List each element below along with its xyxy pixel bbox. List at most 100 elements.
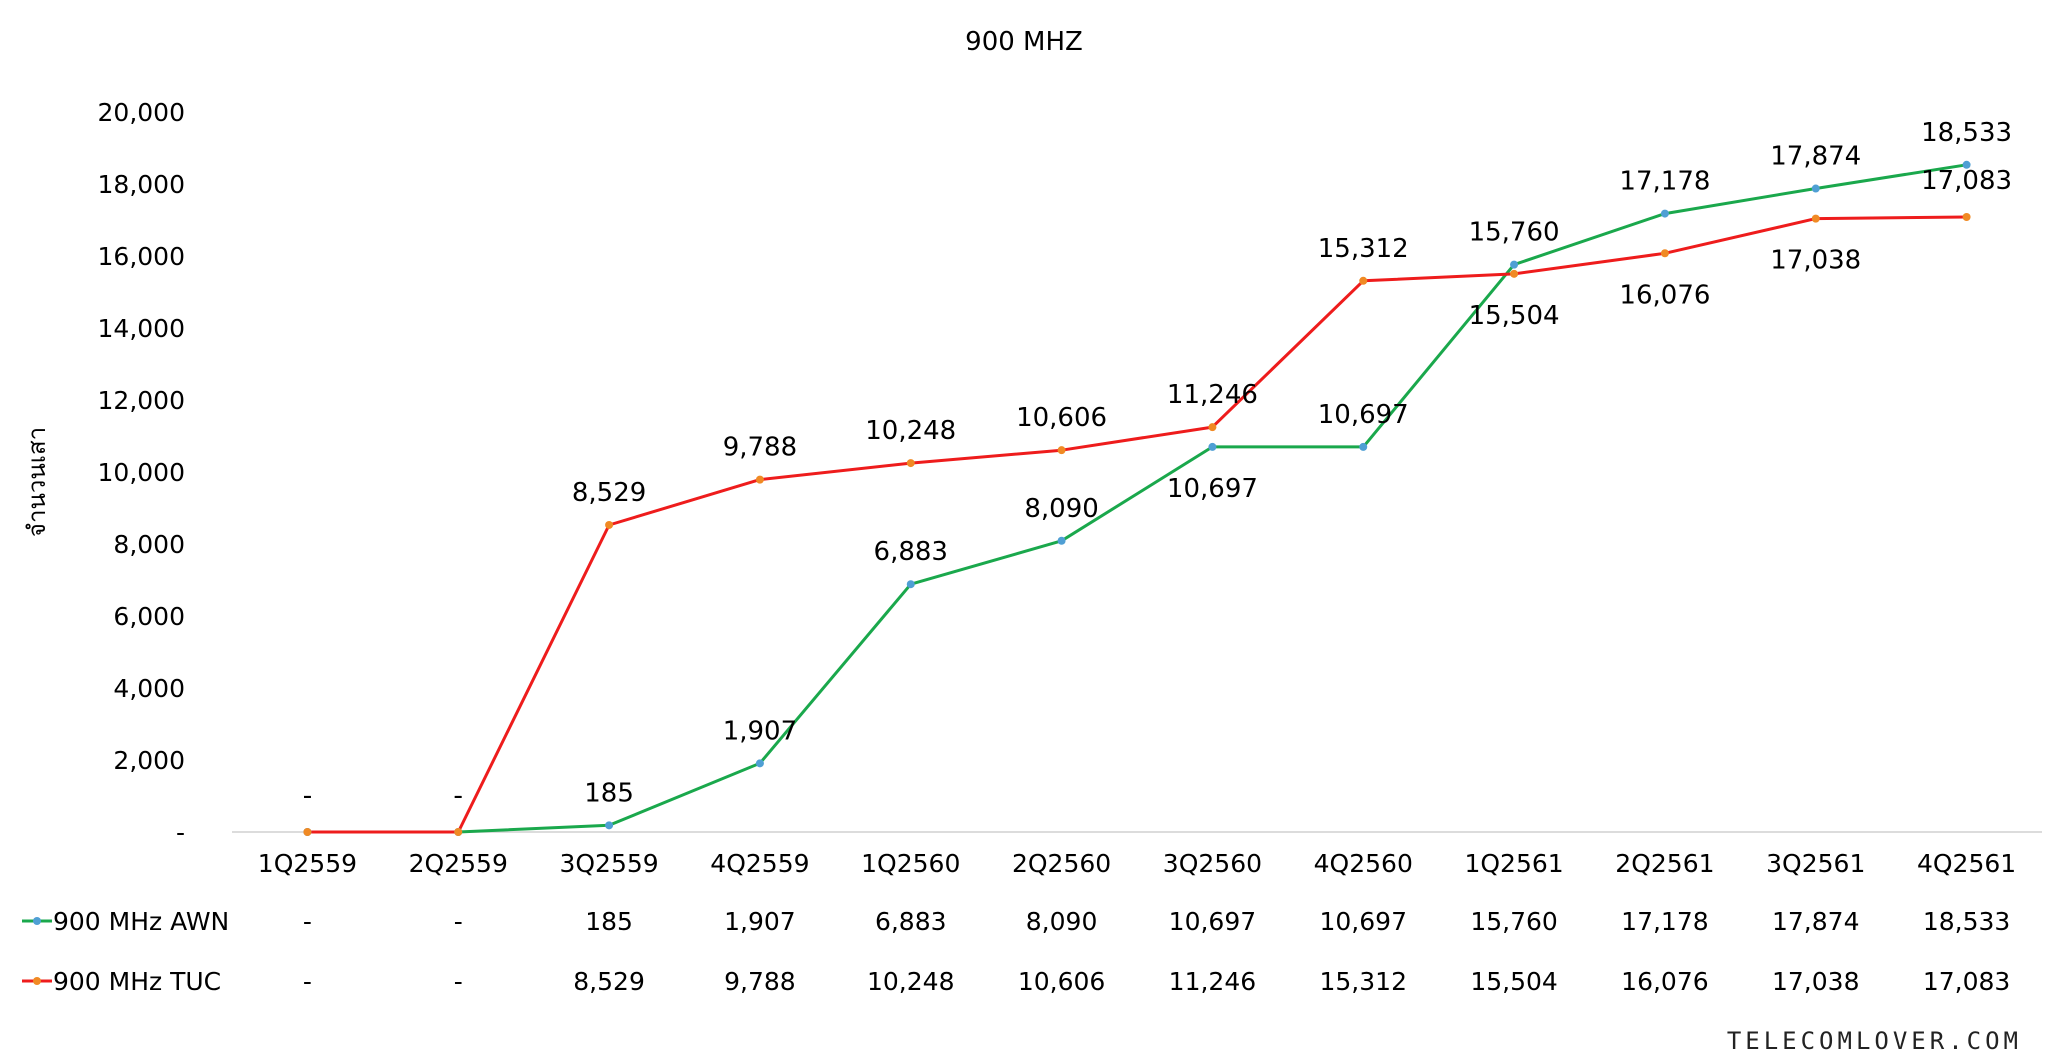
data-label: 8,529 [572, 478, 646, 508]
table-cell: 15,760 [1470, 907, 1557, 936]
x-tick-label: 2Q2561 [1615, 849, 1714, 878]
y-axis-label: จำนวนเสา [23, 427, 51, 537]
table-cell: 18,533 [1923, 907, 2010, 936]
table-cell: 16,076 [1621, 967, 1708, 996]
data-label: 9,788 [723, 433, 797, 463]
data-label: 10,697 [1167, 474, 1258, 504]
data-label: - [303, 781, 312, 811]
x-tick-label: 4Q2560 [1314, 849, 1413, 878]
data-label: 18,533 [1921, 118, 2012, 148]
table-cell: 17,178 [1621, 907, 1708, 936]
table-cell: 9,788 [724, 967, 796, 996]
y-tick-label: 4,000 [113, 674, 185, 703]
y-axis-ticks: - 2,000 4,000 6,000 8,000 10,000 12,000 14,000 1… [98, 98, 185, 847]
legend-marker-1 [33, 977, 41, 985]
table-cell: 10,697 [1169, 907, 1256, 936]
table-cell: 15,312 [1320, 967, 1407, 996]
y-tick-label: 2,000 [113, 746, 185, 775]
table-cell: 11,246 [1169, 967, 1256, 996]
data-label: 10,248 [865, 416, 956, 446]
y-tick-label: - [176, 818, 185, 847]
x-tick-label: 4Q2559 [710, 849, 809, 878]
data-point [1208, 442, 1217, 451]
data-label: 10,606 [1016, 403, 1107, 433]
data-point [1811, 214, 1820, 223]
data-label: - [303, 781, 312, 811]
data-point [1811, 184, 1820, 193]
table-cell: 185 [585, 907, 633, 936]
x-tick-label: 2Q2560 [1012, 849, 1111, 878]
data-table: 900 MHz AWN - - 185 1,907 6,883 8,090 10,697 10,… [22, 907, 2010, 996]
series-lines [307, 163, 1967, 834]
data-point [906, 580, 915, 589]
table-cell: 10,697 [1320, 907, 1407, 936]
y-tick-label: 20,000 [98, 98, 185, 127]
data-point [1660, 249, 1669, 258]
table-cell: - [303, 967, 312, 996]
table-cell: 6,883 [875, 907, 947, 936]
x-tick-label: 4Q2561 [1917, 849, 2016, 878]
y-tick-label: 6,000 [113, 602, 185, 631]
data-label: 17,038 [1770, 246, 1861, 276]
data-point [1057, 446, 1066, 455]
y-tick-label: 12,000 [98, 386, 185, 415]
data-point [1359, 442, 1368, 451]
x-axis-ticks: 1Q2559 2Q2559 3Q2559 4Q2559 1Q2560 2Q2560 3Q25… [258, 849, 2016, 878]
x-tick-label: 3Q2560 [1163, 849, 1262, 878]
data-label: 11,246 [1167, 380, 1258, 410]
table-cell: 10,606 [1018, 967, 1105, 996]
data-point [755, 759, 764, 768]
data-label: 185 [584, 778, 634, 808]
table-cell: 15,504 [1470, 967, 1557, 996]
data-label: 17,083 [1921, 166, 2012, 196]
data-label: 8,090 [1024, 494, 1098, 524]
data-point [1510, 269, 1519, 278]
series-line-1 [307, 215, 1967, 834]
data-label: 17,178 [1619, 167, 1710, 197]
chart-title: 900 MHZ [965, 27, 1083, 57]
legend-marker-0 [33, 917, 41, 925]
y-tick-label: 14,000 [98, 314, 185, 343]
data-point [605, 520, 614, 529]
data-label: - [454, 781, 463, 811]
y-tick-label: 8,000 [113, 530, 185, 559]
y-tick-label: 10,000 [98, 458, 185, 487]
x-tick-label: 3Q2561 [1766, 849, 1865, 878]
watermark: TELECOMLOVER.COM [1726, 1027, 2022, 1055]
data-label: 15,504 [1469, 301, 1560, 331]
data-point [755, 475, 764, 484]
table-cell: - [303, 907, 312, 936]
series-points [303, 160, 1971, 836]
x-tick-label: 1Q2560 [861, 849, 960, 878]
data-point [906, 459, 915, 468]
data-label: - [454, 781, 463, 811]
table-cell: - [454, 907, 463, 936]
data-label: 15,760 [1469, 218, 1560, 248]
x-tick-label: 2Q2559 [409, 849, 508, 878]
data-labels: - - 185 1,907 6,883 8,090 10,697 10,697 15,760 17… [303, 118, 2012, 811]
x-tick-label: 1Q2561 [1464, 849, 1563, 878]
data-label: 15,312 [1318, 234, 1409, 264]
table-cell: 17,083 [1923, 967, 2010, 996]
data-point [1962, 160, 1971, 169]
table-cell: 17,038 [1772, 967, 1859, 996]
table-cell: 10,248 [867, 967, 954, 996]
data-label: 6,883 [874, 537, 948, 567]
table-cell: - [454, 967, 463, 996]
data-point [454, 828, 463, 836]
legend-label: 900 MHz AWN [53, 907, 229, 936]
data-point [1510, 260, 1519, 269]
table-cell: 8,529 [573, 967, 645, 996]
data-point [1208, 423, 1217, 432]
y-tick-label: 16,000 [98, 242, 185, 271]
data-point [605, 821, 614, 830]
series-line-0 [307, 163, 1967, 834]
y-tick-label: 18,000 [98, 170, 185, 199]
table-cell: 17,874 [1772, 907, 1859, 936]
data-label: 16,076 [1619, 280, 1710, 310]
table-cell: 8,090 [1026, 907, 1098, 936]
data-point [1359, 276, 1368, 285]
data-point [1962, 213, 1971, 222]
table-cell: 1,907 [724, 907, 796, 936]
